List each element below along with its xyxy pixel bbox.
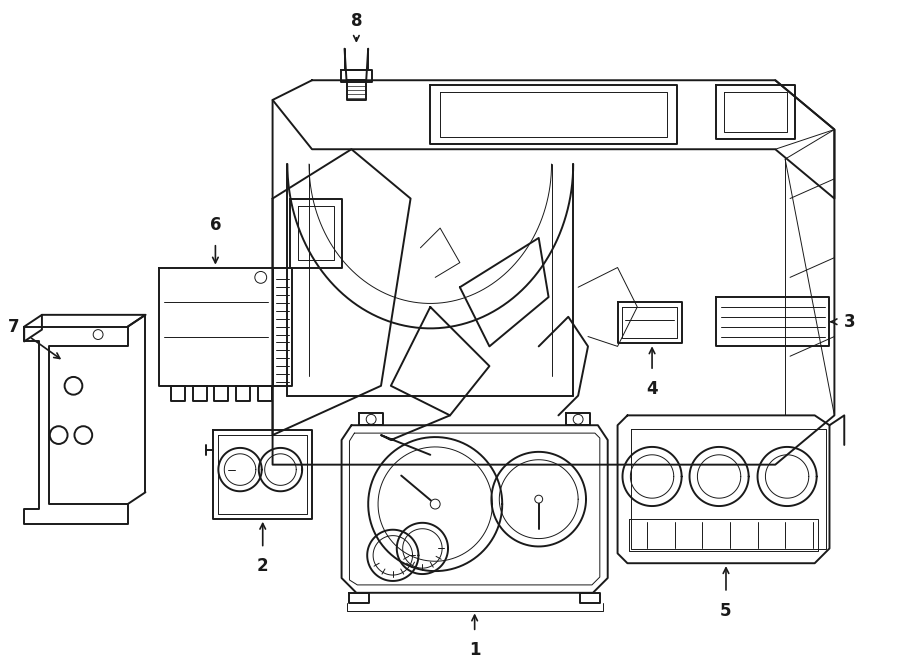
- Circle shape: [430, 499, 440, 509]
- Text: 4: 4: [646, 380, 658, 398]
- Text: 7: 7: [7, 318, 19, 336]
- Text: 3: 3: [843, 313, 855, 330]
- Text: 6: 6: [210, 216, 221, 234]
- Text: 8: 8: [351, 12, 362, 30]
- Text: 2: 2: [256, 557, 268, 575]
- Text: 5: 5: [720, 602, 732, 619]
- Text: 1: 1: [469, 641, 481, 659]
- Circle shape: [535, 495, 543, 503]
